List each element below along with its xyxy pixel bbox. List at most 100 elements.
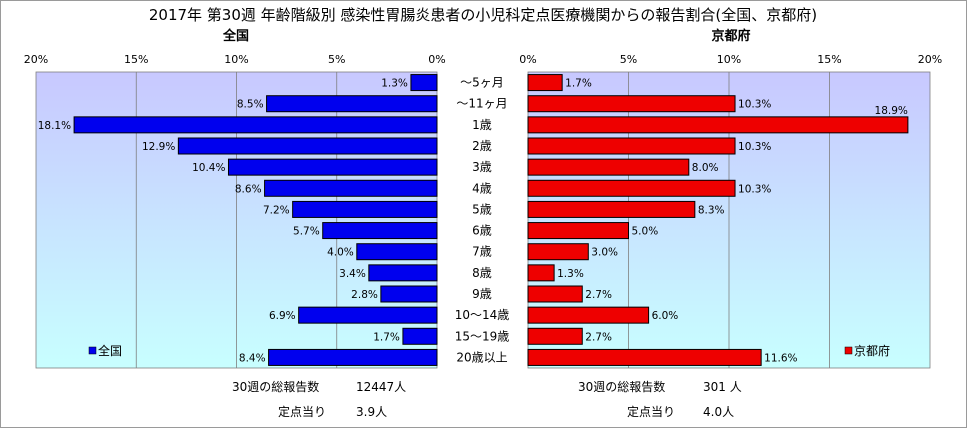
category-label: 7歳 (472, 245, 492, 259)
category-label: 4歳 (472, 181, 492, 195)
right-tick-label: 5% (620, 53, 637, 66)
category-label: ～5ヶ月 (460, 76, 504, 90)
right-data-label: 3.0% (591, 247, 618, 259)
right-total-label: 30週の総報告数 (578, 379, 665, 394)
right-panel: 0% 5% 10% 15% 20% 1.7% 10.3% 18.9% 10.3% 8.0% 10.3… (519, 53, 942, 369)
left-bar (356, 243, 438, 261)
category-label: 1歳 (472, 118, 492, 132)
right-data-label: 1.3% (557, 268, 584, 280)
left-bar (266, 95, 438, 113)
left-bar (264, 179, 438, 197)
left-data-label: 6.9% (269, 310, 296, 322)
right-bar (527, 116, 909, 134)
right-legend-swatch (844, 346, 853, 355)
category-label: 9歳 (472, 287, 492, 301)
left-bar (322, 222, 438, 240)
right-bar (527, 264, 555, 282)
left-plot-border (35, 71, 438, 369)
left-data-label: 1.7% (373, 331, 400, 343)
right-bar (527, 200, 696, 218)
left-panel: 0% 5% 10% 15% 20% 1.3% 8.5% 18.1% 12.9% 10.4% 8.6%… (24, 53, 446, 369)
right-data-label: 18.9% (875, 105, 908, 117)
right-tick-label: 10% (717, 53, 741, 66)
left-tick-label: 15% (124, 53, 148, 66)
right-data-label: 2.7% (585, 331, 612, 343)
category-labels: ～5ヶ月 ～11ヶ月 1歳 2歳 3歳 4歳 5歳 6歳 7歳 8歳 9歳 10～14歳 15～19歳 2… (455, 76, 510, 365)
left-data-label: 8.5% (237, 99, 264, 111)
category-label: 5歳 (472, 202, 492, 216)
category-label: 8歳 (472, 266, 492, 280)
category-label: 2歳 (472, 139, 492, 153)
right-legend: 京都府 (844, 343, 890, 358)
category-label: ～11ヶ月 (456, 97, 507, 111)
right-bar (527, 243, 589, 261)
chart-title: 2017年 第30週 年齢階級別 感染性胃腸炎患者の小児科定点医療機関からの報告… (149, 6, 817, 24)
left-tick-label: 5% (328, 53, 345, 66)
left-data-label: 7.2% (263, 204, 290, 216)
right-data-label: 1.7% (565, 78, 592, 90)
category-label: 3歳 (472, 160, 492, 174)
left-bar (380, 285, 438, 303)
right-bar (527, 137, 736, 155)
left-bar (177, 137, 438, 155)
right-bar (527, 179, 736, 197)
right-bar (527, 74, 563, 92)
left-per-value: 3.9人 (356, 405, 387, 419)
left-tick-label: 20% (24, 53, 48, 66)
right-data-label: 2.7% (585, 289, 612, 301)
category-label: 6歳 (472, 224, 492, 238)
left-panel-title: 全国 (222, 28, 249, 44)
left-bar (268, 348, 438, 366)
left-data-label: 5.7% (293, 226, 320, 238)
right-tick-label: 0% (519, 53, 536, 66)
right-panel-title: 京都府 (711, 28, 750, 44)
right-data-label: 10.3% (738, 141, 771, 153)
category-label: 10～14歳 (455, 308, 510, 322)
right-data-label: 8.3% (698, 204, 725, 216)
right-legend-label: 京都府 (854, 343, 890, 358)
left-data-label: 8.4% (239, 352, 266, 364)
right-data-label: 10.3% (738, 183, 771, 195)
right-bar (527, 95, 736, 113)
left-data-label: 12.9% (142, 141, 175, 153)
left-legend: 全国 (88, 343, 122, 358)
left-data-label: 2.8% (351, 289, 378, 301)
left-tick-label: 0% (428, 53, 445, 66)
right-tick-label: 20% (918, 53, 942, 66)
right-per-value: 4.0人 (703, 405, 734, 419)
right-data-label: 5.0% (632, 226, 659, 238)
right-data-label: 6.0% (652, 310, 679, 322)
right-bar (527, 285, 583, 303)
right-tick-label: 15% (817, 53, 841, 66)
left-data-label: 1.3% (381, 78, 408, 90)
right-plot-border (527, 71, 931, 369)
left-bar (368, 264, 438, 282)
left-bar (298, 306, 438, 324)
right-bar (527, 348, 762, 366)
right-data-label: 11.6% (764, 352, 797, 364)
left-data-label: 4.0% (327, 247, 354, 259)
category-label: 20歳以上 (456, 350, 507, 364)
left-bar (402, 327, 438, 345)
right-bar (527, 222, 629, 240)
left-total-value: 12447人 (356, 380, 406, 394)
left-legend-label: 全国 (98, 343, 122, 358)
left-data-label: 3.4% (339, 268, 366, 280)
right-data-label: 8.0% (692, 162, 719, 174)
right-bar (527, 306, 650, 324)
left-bar (292, 200, 438, 218)
left-total-label: 30週の総報告数 (232, 379, 319, 394)
left-data-label: 18.1% (38, 120, 71, 132)
left-legend-swatch (88, 346, 97, 355)
right-total-value: 301 人 (703, 380, 742, 394)
right-per-label: 定点当り (627, 404, 675, 419)
left-data-label: 8.6% (235, 183, 262, 195)
right-bar (527, 327, 583, 345)
category-label: 15～19歳 (455, 329, 510, 343)
left-bar (227, 158, 438, 176)
right-bar (527, 158, 690, 176)
right-data-label: 10.3% (738, 99, 771, 111)
left-data-label: 10.4% (192, 162, 225, 174)
left-tick-label: 10% (224, 53, 248, 66)
